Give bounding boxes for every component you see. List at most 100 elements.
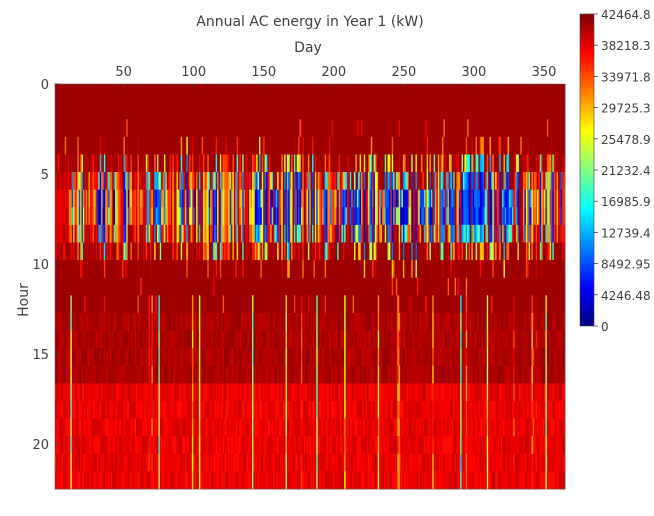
heatmap-cell xyxy=(231,365,233,384)
heatmap-cell xyxy=(168,207,170,226)
heatmap-cell xyxy=(321,242,324,261)
heatmap-cell xyxy=(189,136,191,155)
heatmap-cell xyxy=(215,207,218,226)
heatmap-cell xyxy=(103,436,106,455)
heatmap-cell xyxy=(305,471,307,490)
heatmap-cell xyxy=(94,330,96,349)
heatmap-cell xyxy=(233,471,236,490)
heatmap-cell xyxy=(335,312,338,331)
heatmap-cell xyxy=(137,136,140,155)
heatmap-cell xyxy=(67,172,70,191)
heatmap-cell xyxy=(98,224,101,243)
heatmap-cell xyxy=(217,383,219,402)
heatmap-cell xyxy=(123,207,126,226)
heatmap-cell xyxy=(175,418,177,437)
heatmap-cell xyxy=(92,242,95,261)
heatmap-cell xyxy=(101,348,103,367)
heatmap-cell xyxy=(219,260,222,279)
heatmap-cell xyxy=(193,224,196,243)
heatmap-cell xyxy=(105,436,108,455)
heatmap-cell xyxy=(249,383,252,402)
heatmap-cell xyxy=(137,348,140,367)
heatmap-cell xyxy=(89,154,92,173)
heatmap-cell xyxy=(115,172,117,191)
heatmap-cell xyxy=(300,224,303,243)
heatmap-cell xyxy=(141,277,144,296)
heatmap-cell xyxy=(117,84,120,103)
heatmap-cell xyxy=(245,471,247,490)
heatmap-cell xyxy=(246,207,249,226)
heatmap-cell xyxy=(295,453,298,472)
heatmap-cell xyxy=(306,436,309,455)
heatmap-cell xyxy=(347,84,349,103)
heatmap-cell xyxy=(173,330,176,349)
heatmap-cell xyxy=(281,119,284,138)
heatmap-cell xyxy=(127,471,130,490)
heatmap-cell xyxy=(56,453,59,472)
heatmap-cell xyxy=(115,365,117,384)
heatmap-cell xyxy=(218,312,221,331)
heatmap-cell xyxy=(137,189,140,208)
heatmap-cell xyxy=(277,383,279,402)
heatmap-cell xyxy=(196,101,198,120)
heatmap-cell xyxy=(256,383,259,402)
heatmap-cell xyxy=(215,277,218,296)
heatmap-cell xyxy=(110,383,113,402)
heatmap-cell xyxy=(115,207,117,226)
heatmap-cell xyxy=(154,418,157,437)
heatmap-cell xyxy=(314,242,317,261)
heatmap-cell xyxy=(198,189,201,208)
heatmap-cell xyxy=(293,471,296,490)
heatmap-cell xyxy=(225,365,228,384)
heatmap-cell xyxy=(94,154,96,173)
heatmap-cell xyxy=(182,436,184,455)
heatmap-cell xyxy=(158,400,161,419)
heatmap-cell xyxy=(298,136,300,155)
heatmap-cell xyxy=(170,295,173,314)
heatmap-cell xyxy=(61,295,64,314)
heatmap-cell xyxy=(196,295,198,314)
heatmap-cell xyxy=(116,189,119,208)
heatmap-cell xyxy=(163,242,166,261)
heatmap-cell xyxy=(279,453,282,472)
heatmap-cell xyxy=(110,312,113,331)
heatmap-cell xyxy=(147,260,150,279)
heatmap-cell xyxy=(150,436,152,455)
heatmap-cell xyxy=(274,119,277,138)
heatmap-cell xyxy=(162,453,165,472)
heatmap-cell xyxy=(60,348,63,367)
heatmap-cell xyxy=(137,400,140,419)
heatmap-cell xyxy=(252,418,254,437)
heatmap-cell xyxy=(219,400,222,419)
heatmap-cell xyxy=(140,277,143,296)
heatmap-cell xyxy=(328,418,331,437)
heatmap-cell xyxy=(348,84,351,103)
heatmap-cell xyxy=(218,277,221,296)
heatmap-cell xyxy=(122,136,124,155)
heatmap-cell xyxy=(334,348,337,367)
heatmap-cell xyxy=(348,295,351,314)
heatmap-cell xyxy=(80,418,82,437)
heatmap-cell xyxy=(176,453,179,472)
heatmap-cell xyxy=(116,84,119,103)
heatmap-cell xyxy=(207,154,210,173)
heatmap-cell xyxy=(204,418,207,437)
heatmap-cell xyxy=(123,400,126,419)
heatmap-cell xyxy=(96,436,99,455)
heatmap-cell xyxy=(342,84,345,103)
heatmap-cell xyxy=(235,260,238,279)
chart-title: Annual AC energy in Year 1 (kW) xyxy=(196,14,423,30)
heatmap-cell xyxy=(337,383,340,402)
heatmap-cell xyxy=(173,471,176,490)
heatmap-cell xyxy=(344,207,347,226)
heatmap-cell xyxy=(57,277,60,296)
heatmap-cell xyxy=(278,119,281,138)
heatmap-cell xyxy=(254,418,257,437)
heatmap-cell xyxy=(119,207,122,226)
heatmap-cell xyxy=(267,172,270,191)
heatmap-cell xyxy=(88,312,91,331)
heatmap-cell xyxy=(177,172,180,191)
heatmap-cell xyxy=(240,348,243,367)
heatmap-cell xyxy=(282,436,285,455)
heatmap-cell xyxy=(183,84,186,103)
